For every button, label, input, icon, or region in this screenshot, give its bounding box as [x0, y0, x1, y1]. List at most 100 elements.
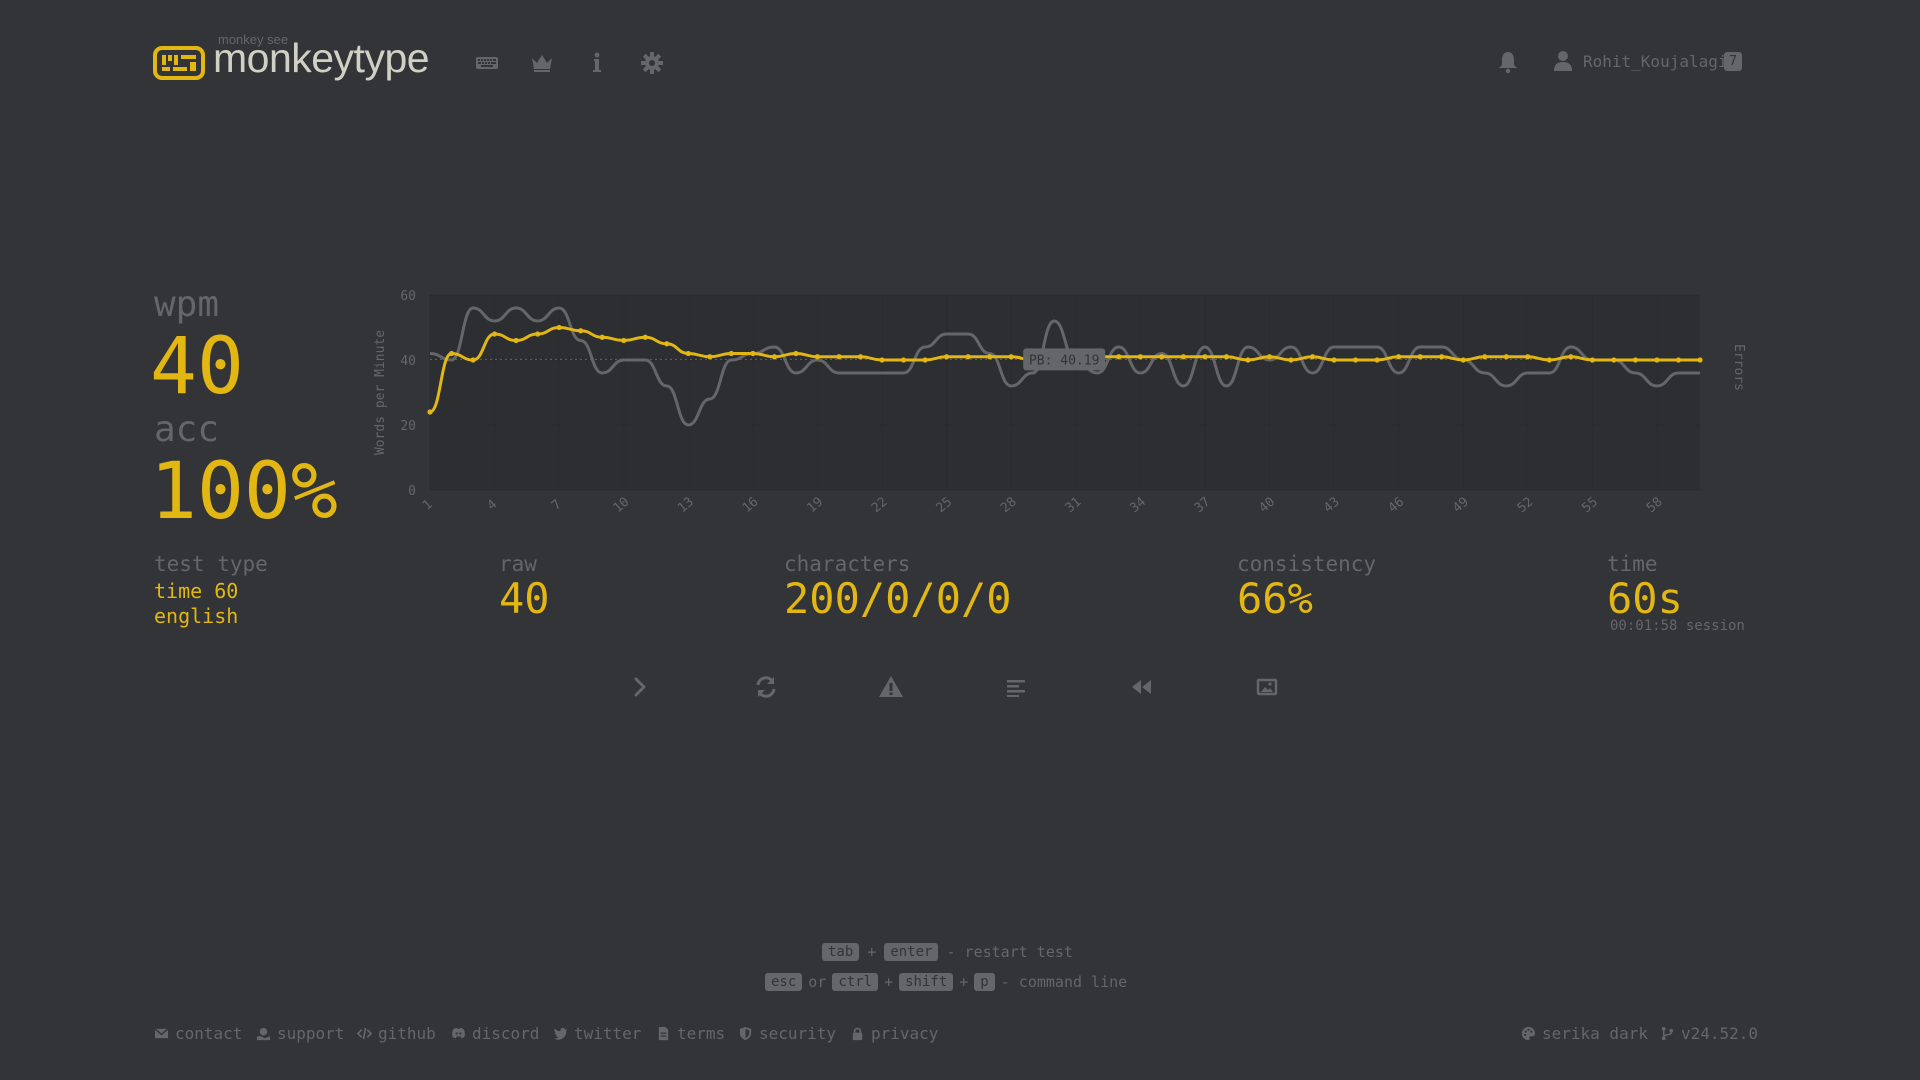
- pb-label-box: [1023, 348, 1106, 371]
- x-tick-label: 40: [1256, 495, 1278, 517]
- wpm-point: [1008, 354, 1014, 360]
- wpm-point: [1331, 357, 1337, 363]
- test-type-language: english: [154, 604, 239, 628]
- username[interactable]: Rohit_Koujalagi: [1583, 52, 1728, 71]
- footer-terms[interactable]: terms: [656, 1024, 725, 1043]
- wpm-point: [1396, 354, 1402, 360]
- wpm-point: [793, 350, 799, 357]
- wpm-point: [707, 354, 713, 360]
- code-branch-icon: [1661, 1026, 1674, 1041]
- wpm-point: [987, 354, 993, 360]
- wpm-point: [535, 331, 541, 337]
- lock-icon: [852, 1027, 863, 1041]
- bell-icon[interactable]: [1497, 50, 1519, 74]
- acc-value: 100%: [150, 447, 338, 537]
- x-tick-label: 1: [420, 497, 436, 514]
- footer-version-label: v24.52.0: [1681, 1024, 1759, 1043]
- logo-text[interactable]: monkeytype: [213, 35, 430, 81]
- wpm-point: [944, 354, 950, 360]
- code-icon: [357, 1027, 372, 1040]
- word-history-icon[interactable]: [1001, 672, 1031, 702]
- raw-label: raw: [499, 552, 537, 576]
- key-shift: shift: [899, 973, 954, 991]
- footer-contact-label: contact: [175, 1024, 243, 1043]
- command-line-hint: esc or ctrl + shift + p - command line: [765, 973, 1127, 991]
- wpm-point: [556, 324, 562, 331]
- x-tick-label: 43: [1321, 495, 1343, 517]
- wpm-point: [836, 354, 842, 360]
- footer-twitter-label: twitter: [574, 1024, 642, 1043]
- crown-icon[interactable]: [529, 50, 555, 76]
- wpm-point: [1374, 357, 1380, 363]
- x-tick-label: 28: [998, 495, 1020, 517]
- x-tick-label: 46: [1386, 495, 1408, 517]
- user-icon[interactable]: [1553, 50, 1573, 72]
- x-tick-label: 49: [1450, 495, 1472, 517]
- wpm-point: [599, 334, 605, 340]
- screenshot-icon[interactable]: [1252, 672, 1282, 702]
- info-icon[interactable]: [584, 50, 610, 76]
- wpm-point: [1352, 357, 1359, 363]
- wpm-point: [1288, 357, 1294, 363]
- wpm-point: [1417, 354, 1423, 360]
- footer-privacy[interactable]: privacy: [850, 1024, 938, 1043]
- level-badge: 7: [1724, 52, 1742, 71]
- x-tick-label: 4: [485, 497, 501, 514]
- hint-text-command: - command line: [1000, 973, 1128, 991]
- footer-security[interactable]: security: [738, 1024, 836, 1043]
- gear-icon[interactable]: [639, 50, 665, 76]
- x-tick-label: 19: [804, 495, 826, 517]
- envelope-icon: [154, 1028, 169, 1039]
- wpm-point: [1503, 354, 1509, 360]
- wpm-point: [1180, 354, 1186, 360]
- x-tick-label: 37: [1192, 495, 1214, 517]
- wpm-chart[interactable]: 0 20 40 60 1 4 7 10 13 16 19 22 25 28 31 34 37 40 43 46 49 5…: [370, 280, 1760, 530]
- footer-contact[interactable]: contact: [154, 1024, 242, 1043]
- footer-support[interactable]: support: [256, 1024, 344, 1043]
- test-type-mode: time 60: [154, 579, 239, 603]
- logo-icon[interactable]: [153, 46, 205, 80]
- key-esc: esc: [765, 973, 803, 991]
- wpm-point: [685, 350, 691, 357]
- characters-value: 200/0/0/0: [784, 574, 1012, 623]
- wpm-point: [1439, 354, 1445, 360]
- warning-icon[interactable]: [876, 672, 906, 702]
- wpm-point: [1223, 354, 1230, 360]
- wpm-point: [1697, 357, 1703, 363]
- wpm-point: [771, 354, 778, 360]
- replay-icon[interactable]: [1126, 672, 1156, 702]
- footer-github[interactable]: github: [357, 1024, 436, 1043]
- wpm-point: [1482, 354, 1488, 360]
- donate-icon: [256, 1027, 271, 1041]
- wpm-label: wpm: [154, 284, 220, 325]
- acc-label: acc: [154, 409, 220, 450]
- wpm-point: [900, 357, 907, 363]
- wpm-point: [1116, 354, 1122, 360]
- wpm-point: [1632, 357, 1639, 363]
- wpm-point: [965, 354, 971, 360]
- x-tick-label: 58: [1644, 495, 1666, 517]
- footer-theme-label: serika dark: [1542, 1024, 1648, 1043]
- x-tick-label: 52: [1515, 495, 1537, 517]
- keyboard-icon[interactable]: [474, 50, 500, 76]
- footer-discord[interactable]: discord: [451, 1024, 539, 1043]
- next-test-icon[interactable]: [625, 672, 655, 702]
- y-tick-label: 0: [408, 484, 416, 499]
- y-tick-label: 40: [400, 354, 416, 369]
- consistency-label: consistency: [1237, 552, 1377, 576]
- footer-theme[interactable]: serika dark: [1521, 1024, 1648, 1043]
- footer-version[interactable]: v24.52.0: [1660, 1024, 1758, 1043]
- footer-twitter[interactable]: twitter: [553, 1024, 641, 1043]
- file-icon: [658, 1026, 669, 1041]
- wpm-value: 40: [150, 322, 244, 412]
- wpm-point: [427, 409, 433, 415]
- test-type-label: test type: [154, 552, 268, 576]
- restart-icon[interactable]: [751, 672, 781, 702]
- key-ctrl: ctrl: [832, 973, 879, 991]
- x-tick-label: 31: [1063, 495, 1085, 517]
- shield-icon: [739, 1026, 752, 1041]
- wpm-point: [1137, 354, 1143, 360]
- consistency-value: 66%: [1237, 574, 1313, 623]
- session-time: 00:01:58 session: [1610, 618, 1745, 634]
- raw-value: 40: [499, 574, 550, 623]
